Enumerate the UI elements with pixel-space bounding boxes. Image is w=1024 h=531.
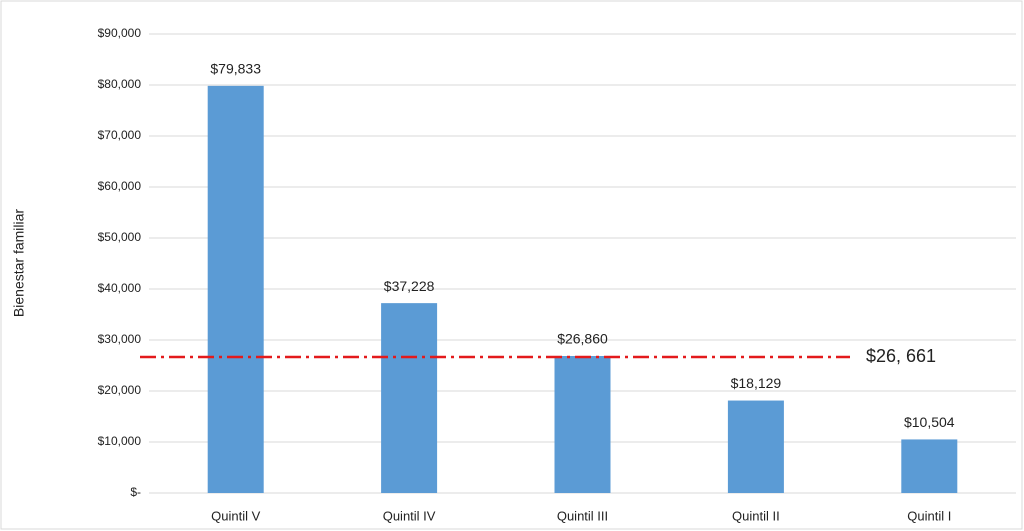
y-tick-label: $60,000	[98, 179, 142, 193]
x-tick-label: Quintil III	[557, 508, 608, 523]
y-tick-label: $50,000	[98, 230, 142, 244]
data-label: $18,129	[731, 375, 782, 391]
y-axis-label: Bienestar familiar	[11, 209, 27, 317]
bar	[381, 303, 438, 493]
x-tick-label: Quintil IV	[383, 508, 436, 523]
y-tick-label: $70,000	[98, 128, 142, 142]
reference-label: $26, 661	[866, 346, 936, 366]
bar	[727, 400, 784, 493]
y-tick-label: $20,000	[98, 383, 142, 397]
bar	[554, 356, 611, 493]
y-tick-label: $-	[130, 485, 141, 499]
y-tick-label: $40,000	[98, 281, 142, 295]
x-tick-label: Quintil V	[211, 508, 260, 523]
x-tick-label: Quintil I	[907, 508, 951, 523]
data-label: $79,833	[210, 61, 261, 77]
bar	[207, 85, 264, 494]
data-label: $10,504	[904, 414, 955, 430]
reference-label-bg	[855, 341, 973, 372]
data-label: $37,228	[384, 278, 435, 294]
bar	[901, 439, 958, 493]
y-tick-label: $80,000	[98, 77, 142, 91]
x-tick-label: Quintil II	[732, 508, 780, 523]
y-tick-label: $30,000	[98, 332, 142, 346]
y-tick-label: $10,000	[98, 434, 142, 448]
y-tick-label: $90,000	[98, 26, 142, 40]
data-label: $26,860	[557, 331, 608, 347]
